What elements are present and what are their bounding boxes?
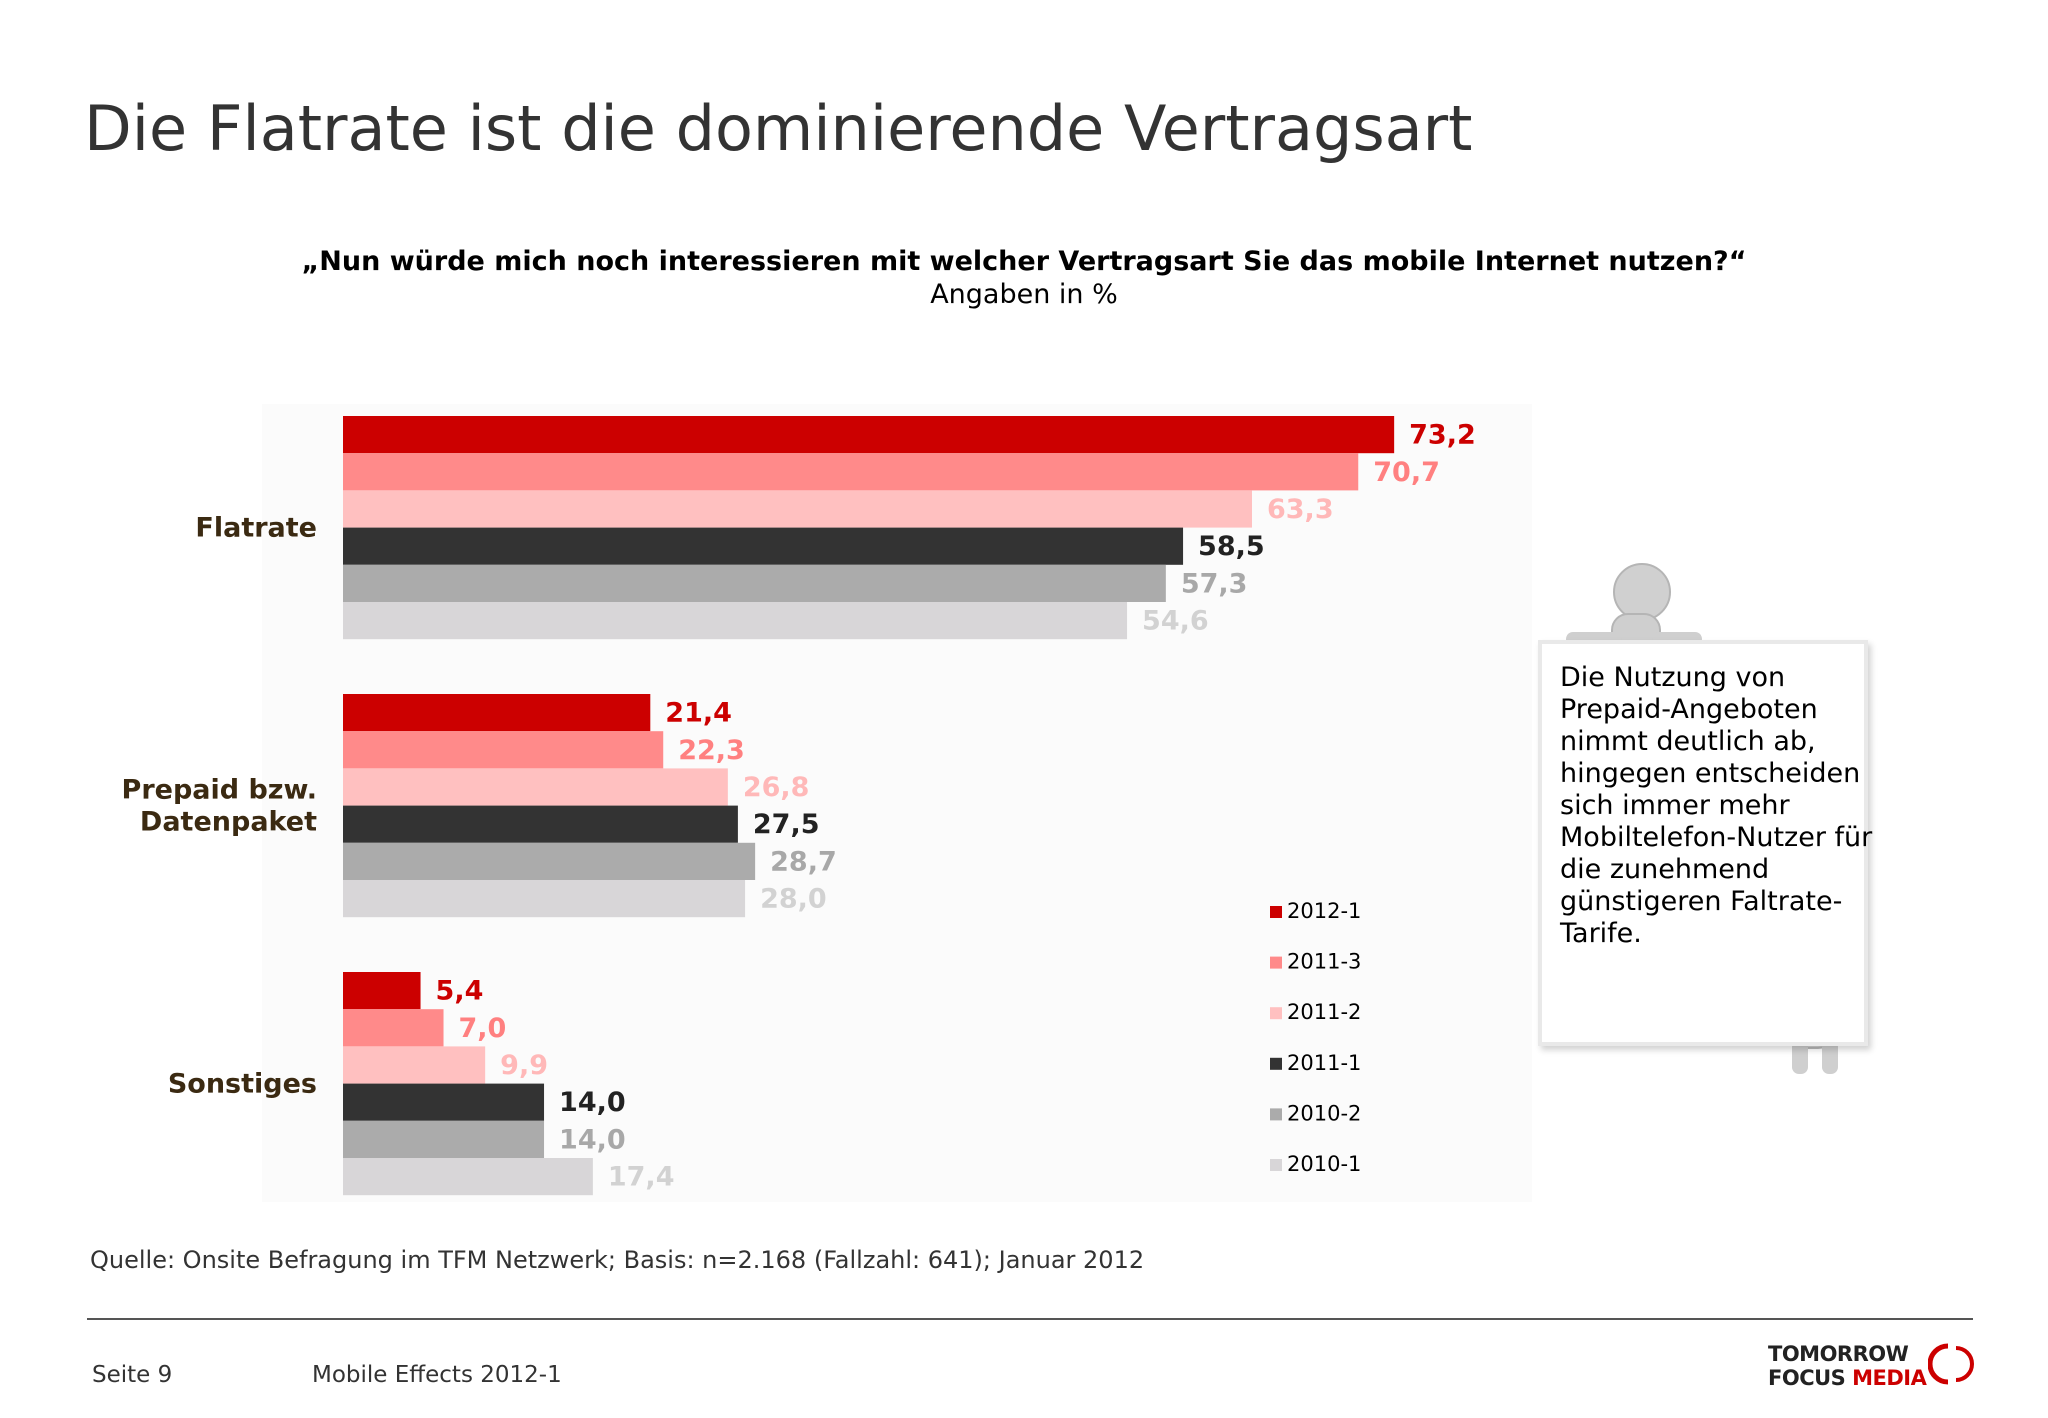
legend-swatch bbox=[1270, 1007, 1282, 1020]
legend-label: 2011-3 bbox=[1287, 950, 1361, 974]
data-label: 54,6 bbox=[1142, 606, 1209, 637]
category-label: Prepaid bzw. bbox=[122, 775, 317, 806]
bar bbox=[343, 416, 1395, 454]
figure-bottom-icon bbox=[1792, 1040, 1808, 1074]
logo-focus: FOCUS bbox=[1768, 1366, 1846, 1390]
data-label: 63,3 bbox=[1267, 494, 1334, 525]
logo-line-1: TOMORROW bbox=[1768, 1342, 1909, 1366]
bar bbox=[343, 453, 1359, 491]
data-label: 22,3 bbox=[678, 735, 745, 766]
legend-swatch bbox=[1270, 1108, 1282, 1121]
bar bbox=[343, 1009, 444, 1047]
category-label: Sonstiges bbox=[168, 1069, 317, 1100]
category-label: Datenpaket bbox=[140, 807, 317, 838]
report-name: Mobile Effects 2012-1 bbox=[312, 1362, 562, 1388]
bar bbox=[343, 1083, 545, 1121]
data-label: 28,7 bbox=[770, 846, 837, 877]
data-label: 57,3 bbox=[1181, 568, 1248, 599]
figure-top-icon bbox=[1613, 563, 1671, 621]
bar bbox=[343, 731, 664, 769]
bar bbox=[343, 602, 1128, 640]
bar bbox=[343, 564, 1166, 602]
logo-line-2: FOCUS MEDIA bbox=[1768, 1366, 1927, 1390]
data-label: 26,8 bbox=[743, 772, 810, 803]
footer-divider bbox=[87, 1318, 1973, 1320]
page-title: Die Flatrate ist die dominierende Vertra… bbox=[84, 92, 1473, 165]
note-box bbox=[1538, 640, 1868, 1046]
category-label: Flatrate bbox=[195, 513, 317, 544]
legend-label: 2011-2 bbox=[1287, 1000, 1361, 1024]
data-label: 14,0 bbox=[559, 1087, 626, 1118]
data-label: 14,0 bbox=[559, 1124, 626, 1155]
chart-question: „Nun würde mich noch interessieren mit w… bbox=[301, 246, 1747, 277]
logo-media: MEDIA bbox=[1852, 1366, 1927, 1390]
bar bbox=[343, 1158, 593, 1196]
source-note: Quelle: Onsite Befragung im TFM Netzwerk… bbox=[90, 1246, 1145, 1274]
page-number: Seite 9 bbox=[92, 1362, 173, 1388]
data-label: 17,4 bbox=[608, 1162, 675, 1193]
data-label: 5,4 bbox=[436, 976, 484, 1007]
legend-swatch bbox=[1270, 956, 1282, 969]
data-label: 73,2 bbox=[1409, 420, 1476, 451]
bar bbox=[343, 805, 738, 843]
bar bbox=[343, 490, 1252, 528]
bar bbox=[343, 972, 421, 1010]
bar-chart: Flatrate 73,2 70,7 63,358,5 57,3 54,6 Prepaid … bbox=[121, 416, 1843, 1196]
legend-swatch bbox=[1270, 1057, 1282, 1070]
bar bbox=[343, 842, 756, 880]
legend-label: 2010-1 bbox=[1287, 1152, 1361, 1176]
note-text: Die Nutzung von Prepaid-Angeboten nimmt … bbox=[1560, 662, 1873, 949]
data-label: 21,4 bbox=[665, 698, 732, 729]
bar bbox=[343, 694, 651, 732]
data-label: 7,0 bbox=[459, 1013, 507, 1044]
legend-swatch bbox=[1270, 1159, 1282, 1171]
legend-label: 2010-2 bbox=[1287, 1101, 1361, 1125]
legend-label: 2011-1 bbox=[1287, 1051, 1361, 1075]
bar bbox=[343, 880, 746, 918]
data-label: 9,9 bbox=[500, 1050, 548, 1081]
data-label: 27,5 bbox=[753, 809, 820, 840]
data-label: 58,5 bbox=[1198, 531, 1265, 562]
legend-label: 2012-1 bbox=[1287, 899, 1361, 923]
legend-swatch bbox=[1270, 906, 1282, 918]
bar bbox=[343, 768, 728, 806]
data-label: 70,7 bbox=[1373, 457, 1440, 488]
figure-bottom-icon bbox=[1822, 1040, 1838, 1074]
data-label: 28,0 bbox=[760, 884, 827, 915]
chart-unit: Angaben in % bbox=[930, 279, 1118, 310]
company-logo: TOMORROW FOCUS MEDIA bbox=[1768, 1340, 1974, 1390]
bar bbox=[343, 527, 1184, 565]
bar bbox=[343, 1046, 486, 1084]
logo-ring-icon bbox=[1928, 1343, 1974, 1385]
bar bbox=[343, 1120, 545, 1158]
